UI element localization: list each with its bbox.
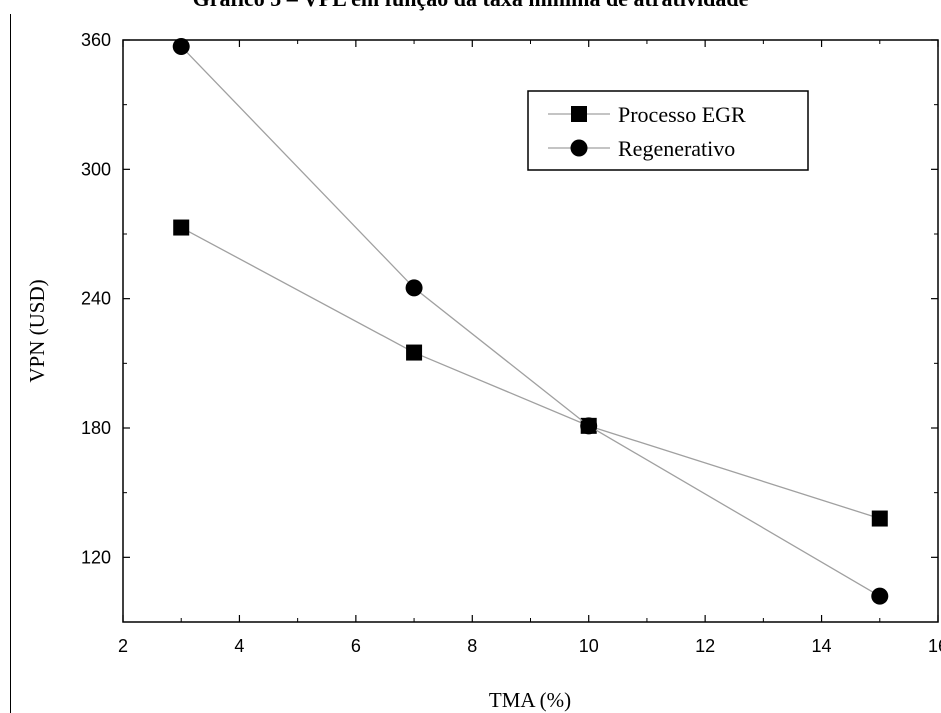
x-tick-label: 8 (467, 636, 477, 656)
data-point-circle (871, 587, 889, 605)
y-axis-label: VPN (USD) (25, 279, 49, 382)
data-point-circle (172, 37, 190, 55)
data-point-square (173, 219, 190, 236)
legend-box (527, 90, 809, 171)
y-tick-label: 300 (81, 159, 111, 179)
x-tick-label: 12 (695, 636, 715, 656)
legend-label: Processo EGR (618, 102, 746, 127)
x-tick-label: 14 (812, 636, 832, 656)
x-tick-label: 4 (234, 636, 244, 656)
data-point-square (871, 510, 888, 527)
chart-title: Gráfico 5 – VPL em função da taxa mínima… (0, 0, 941, 14)
y-tick-label: 180 (81, 418, 111, 438)
legend-marker-square (571, 106, 587, 122)
frame-border (10, 14, 11, 713)
y-tick-label: 360 (81, 30, 111, 50)
series-layer (172, 37, 889, 605)
x-tick-label: 6 (351, 636, 361, 656)
y-tick-label: 120 (81, 547, 111, 567)
x-tick-label: 2 (118, 636, 128, 656)
series-line (180, 46, 881, 597)
series-line (180, 226, 880, 520)
y-axis-ticks: 120 180 240 300 360 (81, 30, 938, 623)
data-point-square (406, 344, 423, 361)
x-tick-label: 10 (579, 636, 599, 656)
legend-marker-circle (570, 139, 588, 157)
x-axis-label: TMA (%) (489, 688, 571, 712)
series-regenerativo (172, 37, 889, 605)
data-point-circle (580, 417, 598, 435)
legend-label: Regenerativo (618, 136, 735, 161)
x-axis-ticks: 2 4 6 8 10 12 14 16 (118, 40, 941, 656)
legend: Processo EGR Regenerativo (527, 90, 809, 171)
series-processo-egr (173, 219, 888, 527)
x-tick-label: 16 (928, 636, 941, 656)
data-point-circle (405, 279, 423, 297)
y-tick-label: 240 (81, 289, 111, 309)
